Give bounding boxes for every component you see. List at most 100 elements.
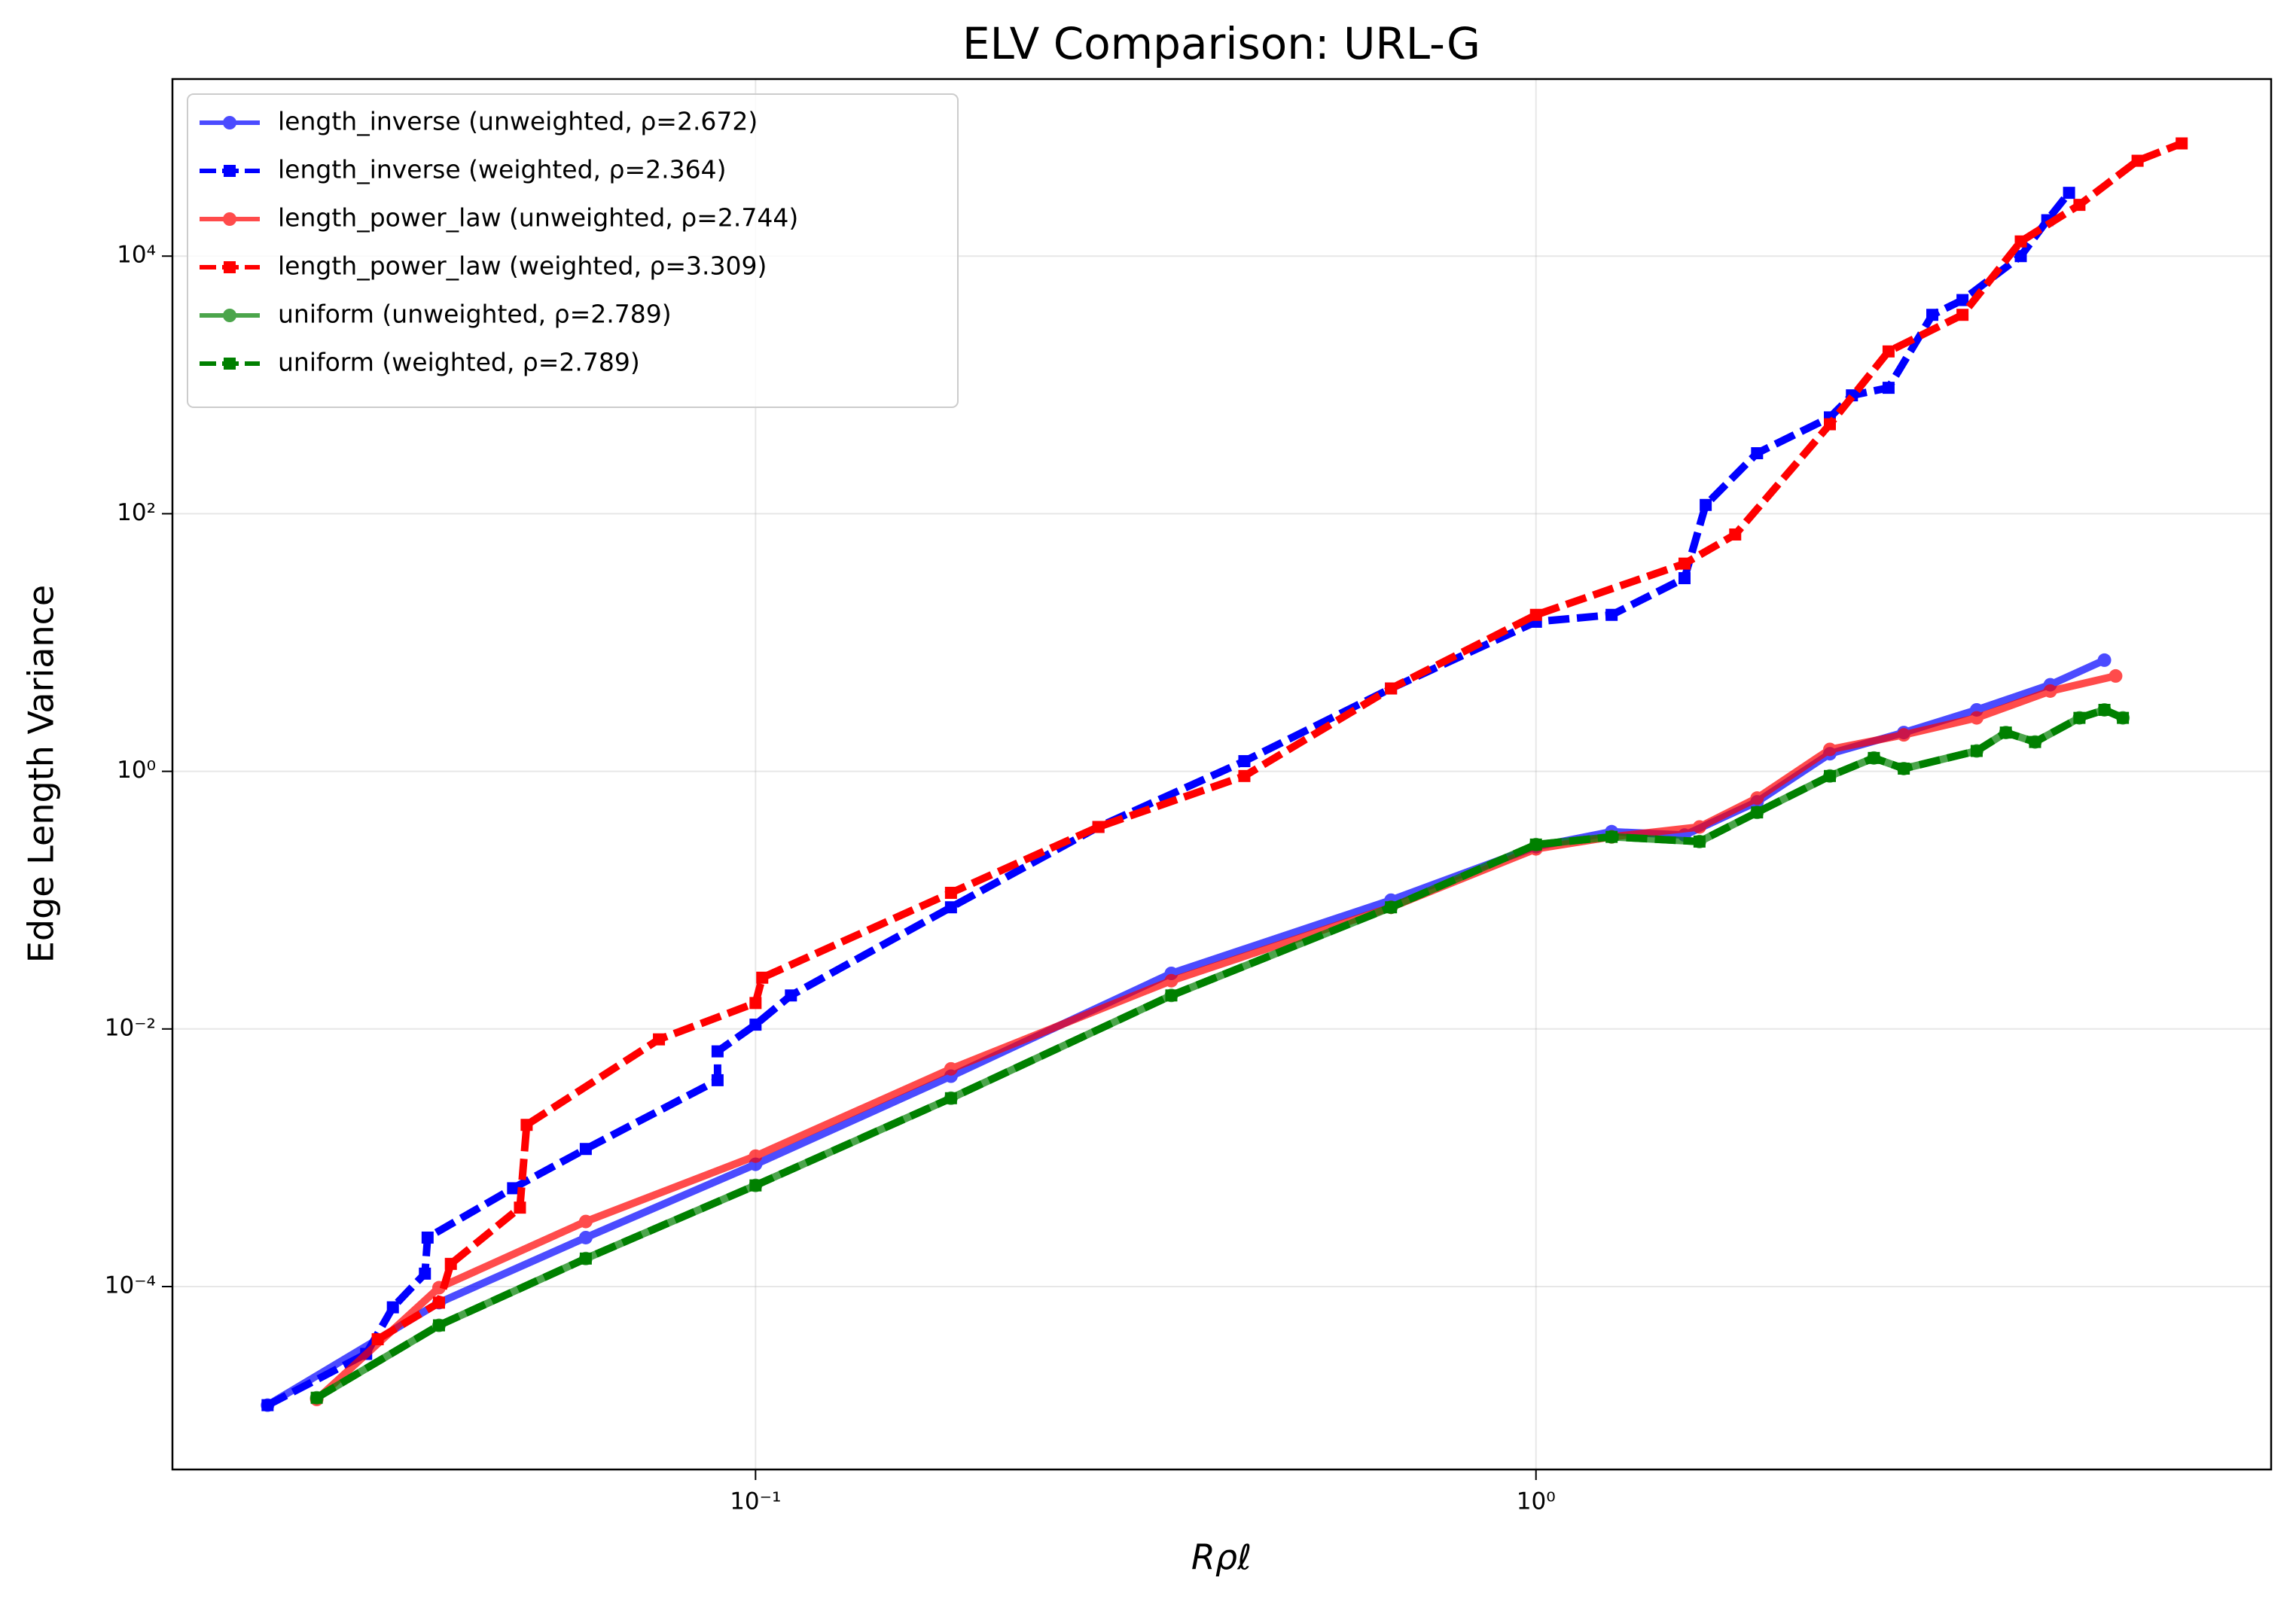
marker	[1092, 821, 1105, 833]
series	[371, 137, 2188, 1345]
legend-entry	[200, 261, 260, 273]
marker	[520, 1119, 533, 1131]
marker	[2029, 735, 2041, 748]
marker	[749, 1149, 763, 1163]
marker	[2117, 711, 2130, 724]
x-tick-label: 10⁰	[1517, 1488, 1556, 1515]
y-tick-label: 10²	[117, 499, 156, 526]
marker	[310, 1391, 323, 1404]
legend-box	[187, 93, 959, 408]
marker	[579, 1252, 592, 1265]
marker	[444, 1257, 457, 1270]
legend-label: length_inverse (unweighted, ρ=2.672)	[278, 107, 758, 136]
legend: length_inverse (unweighted, ρ=2.672) leng…	[187, 93, 959, 408]
marker	[1238, 755, 1251, 768]
marker	[1700, 498, 1712, 511]
legend-label: length_power_law (weighted, ρ=3.309)	[278, 251, 767, 281]
marker	[1969, 711, 1983, 725]
y-tick-label: 10⁻⁴	[105, 1272, 156, 1299]
marker	[944, 1061, 958, 1076]
marker	[944, 886, 957, 899]
marker	[223, 116, 236, 129]
marker	[1605, 608, 1618, 621]
line	[315, 706, 2125, 1402]
series	[261, 653, 2112, 1412]
marker	[1898, 762, 1910, 775]
line	[265, 190, 2072, 1409]
marker	[944, 1092, 957, 1104]
marker	[1693, 835, 1706, 848]
marker	[1822, 742, 1837, 757]
y-tick-label: 10⁴	[117, 242, 156, 269]
x-axis-label: Rρℓ	[1191, 1537, 1252, 1578]
marker	[2097, 653, 2112, 667]
series	[309, 702, 2130, 1405]
marker	[1238, 769, 1251, 782]
marker	[261, 1399, 274, 1412]
marker	[1956, 294, 1969, 306]
marker	[1165, 989, 1178, 1002]
marker	[1729, 528, 1742, 541]
marker	[2014, 235, 2027, 248]
marker	[1751, 806, 1764, 819]
legend-label: uniform (unweighted, ρ=2.789)	[278, 300, 672, 329]
legend-entry	[200, 309, 260, 322]
legend-label: length_inverse (weighted, ρ=2.364)	[278, 155, 726, 184]
marker	[1926, 309, 1939, 321]
marker	[432, 1319, 445, 1332]
chart-title: ELV Comparison: URL-G	[962, 18, 1480, 69]
marker	[224, 358, 236, 370]
marker	[749, 1019, 762, 1031]
legend-entry	[200, 212, 260, 226]
marker	[749, 997, 762, 1010]
marker	[711, 1045, 724, 1058]
marker	[2108, 668, 2123, 683]
plot-area	[261, 137, 2188, 1412]
marker	[1751, 447, 1764, 460]
marker	[944, 901, 957, 914]
marker	[653, 1033, 666, 1046]
marker	[507, 1182, 520, 1195]
legend-entry	[200, 165, 260, 177]
marker	[2014, 250, 2027, 263]
y-tick-label: 10⁰	[117, 757, 156, 784]
marker	[2043, 684, 2057, 698]
marker	[711, 1074, 724, 1086]
marker	[1999, 726, 2012, 739]
legend-label: length_power_law (unweighted, ρ=2.744)	[278, 203, 798, 233]
marker	[386, 1301, 399, 1314]
marker	[756, 971, 769, 984]
marker	[1692, 820, 1706, 834]
line	[315, 706, 2125, 1402]
marker	[1823, 769, 1836, 782]
marker	[1868, 751, 1880, 764]
marker	[1882, 382, 1895, 394]
marker	[1529, 838, 1542, 851]
marker	[2063, 187, 2075, 199]
marker	[578, 1230, 593, 1244]
legend-entry	[200, 116, 260, 129]
series	[309, 668, 2123, 1406]
marker	[224, 165, 236, 177]
marker	[1882, 345, 1895, 358]
marker	[223, 212, 236, 226]
marker	[1385, 682, 1398, 695]
legend-label: uniform (weighted, ρ=2.789)	[278, 348, 640, 377]
line	[376, 139, 2184, 1343]
marker	[1385, 901, 1398, 914]
marker	[749, 1179, 762, 1192]
y-axis-label: Edge Length Variance	[21, 585, 62, 963]
marker	[1823, 418, 1836, 431]
marker	[514, 1201, 526, 1214]
marker	[223, 309, 236, 322]
legend-entry	[200, 358, 260, 370]
marker	[579, 1143, 592, 1156]
x-tick-label: 10⁻¹	[730, 1488, 781, 1515]
marker	[1164, 973, 1178, 988]
marker	[224, 261, 236, 273]
marker	[1970, 745, 1983, 757]
marker	[421, 1231, 434, 1244]
marker	[1750, 791, 1764, 806]
